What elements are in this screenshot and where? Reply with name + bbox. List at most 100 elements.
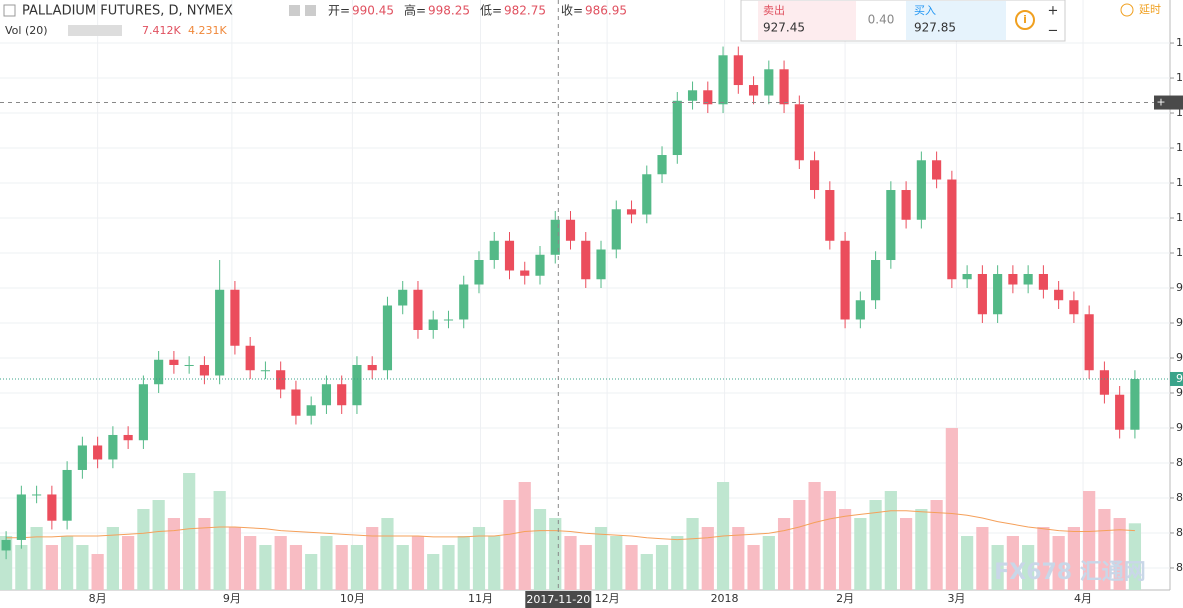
volume-bar [533,509,547,590]
volume-bar [701,527,714,590]
volume-bar [213,491,226,590]
volume-bar [625,545,638,590]
volume-bar [655,545,669,590]
candle-body [504,240,515,271]
candle-body [901,190,911,220]
candle-body [520,270,530,276]
volume-bar [472,527,486,590]
volume-bar [930,500,943,590]
last-price-label: 9 [1176,372,1183,385]
volume-bar [549,518,562,590]
volume-bar [1098,509,1111,590]
volume-bar [1128,523,1142,590]
candle-body [321,384,332,406]
volume-bar [961,536,974,590]
candle-body [810,160,820,191]
candle-body [291,389,301,416]
volume-value: 7.412K [142,24,181,37]
candle-body [581,240,591,280]
volume-bar [823,491,836,590]
buy-label: 买入 [914,4,936,17]
volume-bar [747,545,760,590]
volume-bar [122,536,135,590]
candle-body [657,155,667,175]
watermark: FX678 汇通网 [994,560,1146,585]
candle-body [672,100,682,156]
candle-body [199,364,209,376]
candle-body [474,260,484,285]
volume-bar [1083,491,1096,590]
candle-body [428,319,438,330]
volume-bar [61,536,74,590]
candle-body [977,274,987,315]
y-tick-label: 1 [1176,106,1183,119]
sell-price: 927.45 [763,21,805,35]
sell-button[interactable] [758,1,856,40]
volume-bar [183,473,196,590]
candle-body [1008,274,1018,285]
candle-body [611,209,621,250]
volume-bar [884,491,897,590]
candle-body [184,364,194,366]
candle-body [413,289,423,330]
candle-body [687,90,698,101]
info-icon-glyph: i [1023,13,1027,26]
candle-body [840,240,850,320]
candle-body [550,219,560,255]
ohlc-value: 986.95 [585,4,627,18]
volume-bar [45,545,58,590]
volume-bar [900,518,913,590]
x-tick-label: 12月 [595,592,620,605]
ohlc-label: 开= [328,4,350,18]
candle-body [779,69,789,105]
volume-bar [579,545,592,590]
collapse-icon[interactable] [3,4,16,17]
volume-bar [167,518,180,590]
ohlc-value: 990.45 [352,4,394,18]
candle-body [260,370,270,372]
candle-body [123,434,133,441]
volume-bar [366,527,379,590]
volume-bar [289,545,303,590]
volume-bar [945,428,958,590]
x-tick-label: 3月 [947,592,965,605]
candle-body [871,260,881,301]
candle-body [276,370,286,390]
settings-icon[interactable] [305,5,316,16]
volume-bar [915,509,928,590]
y-tick-label: 9 [1176,421,1183,434]
volume-bar [442,545,455,590]
ohlc-value: 998.25 [428,4,470,18]
candle-body [352,364,362,406]
volume-bar [1052,536,1065,590]
y-tick-label: 1 [1176,141,1183,154]
candle-body [1023,274,1033,285]
volume-bar [137,509,150,590]
candle-body [108,434,118,460]
candle-body [825,190,835,241]
candle-body [626,209,637,215]
candle-body [1115,394,1125,430]
candle-body [62,469,72,521]
volume-bar [808,482,821,590]
y-tick-label: 1 [1176,176,1183,189]
buy-button[interactable] [906,1,1006,40]
volume-bar [305,554,318,590]
y-tick-label: 8 [1176,561,1183,574]
sell-label: 卖出 [763,3,785,17]
volume-bar [198,518,211,590]
candle-body [794,104,804,161]
candle-body [245,345,255,371]
volume-bar [335,545,348,590]
candle-body [459,284,469,320]
minus-button[interactable]: − [1048,24,1059,39]
settings-icon[interactable] [289,5,300,16]
crosshair-y-label: + [1156,96,1165,109]
plus-button[interactable]: + [1048,4,1059,19]
volume-icons[interactable] [68,25,122,36]
delay-icon [1120,3,1134,17]
info-icon[interactable] [1015,10,1035,30]
delay-label: 延时 [1139,3,1161,16]
x-tick-label: 2月 [836,592,854,605]
volume-label: Vol (20) [5,24,48,37]
